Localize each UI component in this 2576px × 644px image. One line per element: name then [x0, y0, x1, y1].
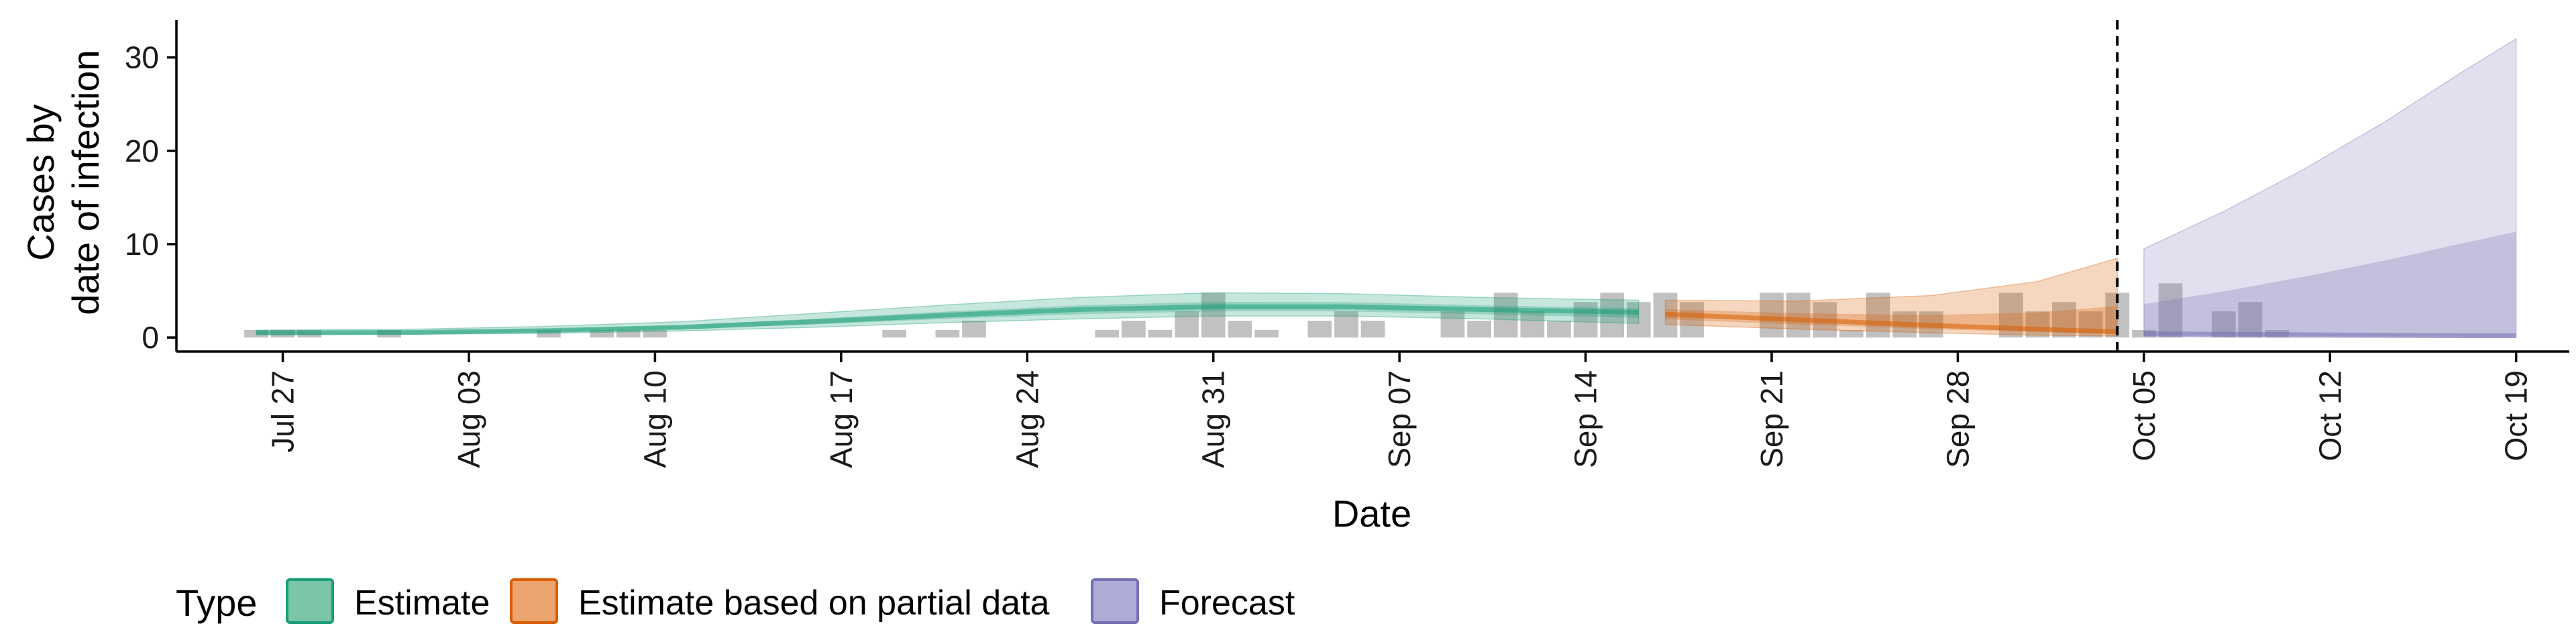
- reported-cases-bar: [1121, 321, 1146, 338]
- y-axis-title-line-1: Cases by: [19, 104, 62, 260]
- x-tick-label: Oct 12: [2312, 370, 2347, 462]
- reported-cases-bar: [2025, 311, 2050, 338]
- reported-cases-bar: [962, 321, 986, 338]
- x-tick-label: Aug 24: [1010, 370, 1044, 468]
- legend-key-forecast: [1091, 578, 1139, 624]
- x-tick-label: Aug 10: [637, 370, 672, 468]
- y-tick-label: 20: [125, 133, 159, 168]
- axes: Jul 27 Aug 03 Aug 10 Aug 17 Aug 24 Aug 31 Sep …: [125, 20, 2569, 468]
- reported-cases-bar: [1520, 311, 1545, 338]
- legend-key-estimate-based-on-partial-data: [510, 578, 558, 624]
- x-tick-label: Sep 07: [1382, 370, 1417, 468]
- x-tick-label: Aug 03: [451, 370, 486, 468]
- estimate-based-on-partial-data-median-line: [1665, 311, 2118, 335]
- reported-cases-bar: [2238, 302, 2263, 338]
- reported-cases-bar: [244, 329, 268, 338]
- legend-label-forecast: Forecast: [1159, 584, 1295, 623]
- y-tick-label: 0: [142, 320, 159, 355]
- x-axis-ticks: Jul 27 Aug 03 Aug 10 Aug 17 Aug 24 Aug 31 Sep …: [266, 352, 2534, 468]
- reported-cases-bar: [1360, 321, 1385, 338]
- reported-cases-bar: [935, 329, 960, 338]
- y-axis-ticks: 0 10 20 30: [125, 40, 176, 355]
- reported-cases-bar: [1175, 311, 1199, 338]
- reported-cases-bar: [1148, 329, 1173, 338]
- reported-cases-bar: [537, 329, 561, 338]
- x-tick-label: Jul 27: [266, 370, 301, 453]
- reported-cases-bar: [1839, 329, 1864, 338]
- y-axis-title-line-2: date of infection: [64, 50, 107, 315]
- reported-cases-bar: [1095, 329, 1120, 338]
- reported-cases-bar: [882, 329, 906, 338]
- x-tick-label: Sep 21: [1754, 370, 1789, 468]
- estimate-series-layer: [256, 38, 2517, 338]
- x-tick-label: Aug 17: [824, 370, 859, 468]
- legend-label-estimate-based-on-partial-data: Estimate based on partial data: [578, 584, 1050, 623]
- x-axis-title: Date: [1332, 492, 1411, 535]
- reported-cases-bar: [1493, 292, 1518, 338]
- forecast-median-line: [2143, 331, 2516, 338]
- estimate-median-line: [256, 304, 1639, 335]
- reported-cases-bar: [1866, 292, 1890, 338]
- reported-cases-bar: [2158, 283, 2183, 338]
- reported-cases-bar: [1334, 311, 1358, 338]
- x-tick-label: Aug 31: [1196, 370, 1231, 468]
- reported-cases-bar: [1626, 302, 1651, 338]
- reported-cases-bar: [616, 329, 641, 338]
- reported-cases-bar: [1440, 311, 1465, 338]
- reported-cases-bar: [1228, 321, 1252, 338]
- legend-label-estimate: Estimate: [354, 584, 490, 623]
- reported-cases-bar: [1547, 321, 1571, 338]
- reported-cases-bar: [1307, 321, 1332, 338]
- legend: Type Estimate Estimate based on partial d…: [176, 578, 1295, 624]
- x-tick-label: Sep 14: [1568, 370, 1603, 468]
- reported-cases-bar: [1573, 302, 1598, 338]
- reported-cases-bar: [1467, 321, 1491, 338]
- forecast-inner-band: [2143, 231, 2516, 337]
- legend-title: Type: [176, 582, 257, 624]
- reported-cases-bar: [1786, 292, 1811, 338]
- x-tick-label: Oct 19: [2499, 370, 2534, 462]
- reported-cases-bar: [643, 329, 667, 338]
- reported-cases-bar: [1600, 292, 1625, 338]
- reported-cases-bar: [1254, 329, 1279, 338]
- x-tick-label: Sep 28: [1940, 370, 1975, 468]
- reported-cases-bar: [1760, 292, 1784, 338]
- reported-cases-bar: [2132, 329, 2156, 338]
- y-tick-label: 10: [125, 227, 159, 262]
- reported-cases-bar: [1201, 292, 1226, 338]
- reported-cases-bar: [590, 329, 614, 338]
- reported-cases-bar: [1680, 302, 1704, 338]
- estimate-inner-band: [256, 301, 1639, 334]
- x-tick-label: Oct 05: [2127, 370, 2161, 462]
- legend-key-estimate: [286, 578, 334, 624]
- y-tick-label: 30: [125, 40, 159, 75]
